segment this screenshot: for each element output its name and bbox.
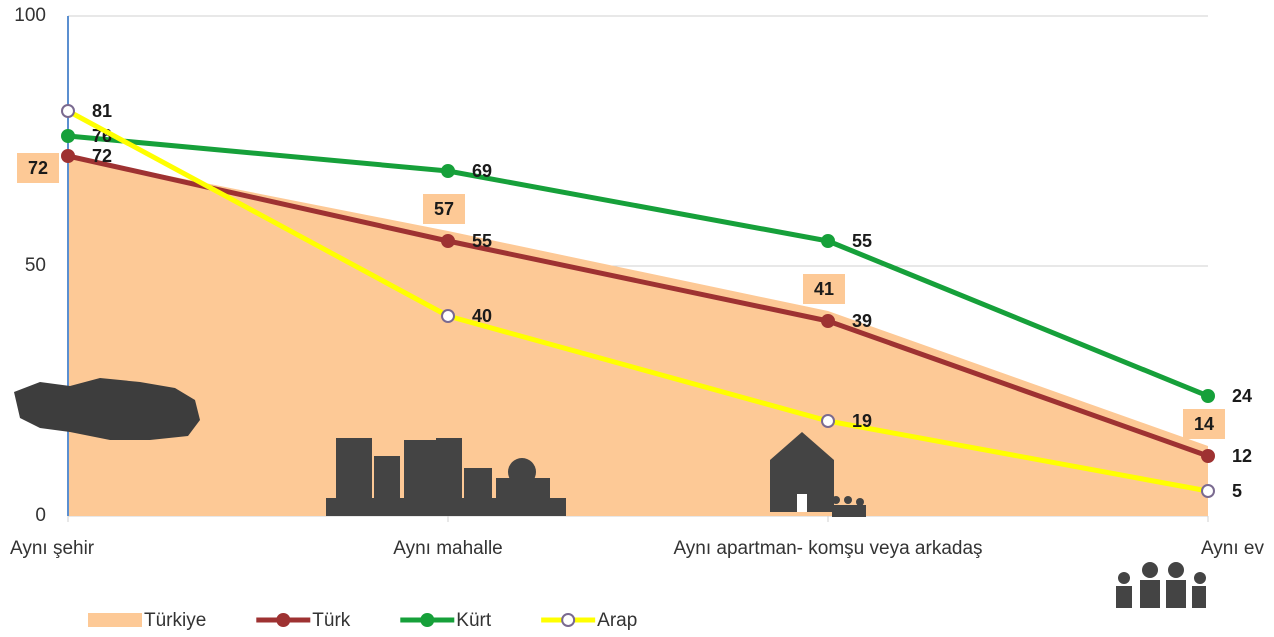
value-label: 24 — [1232, 386, 1252, 406]
area — [68, 156, 1208, 516]
value-label: 19 — [852, 411, 872, 431]
marker — [821, 414, 835, 428]
y-tick-label: 100 — [14, 5, 46, 26]
legend-label: Türk — [312, 610, 351, 631]
x-tick-label: Aynı ev — [1200, 538, 1264, 559]
x-tick-label: Aynı mahalle — [393, 538, 503, 559]
legend-marker — [420, 613, 435, 627]
value-label: 39 — [852, 311, 872, 331]
legend-label: Arap — [597, 610, 637, 631]
marker — [1201, 389, 1215, 403]
marker — [441, 309, 455, 323]
marker — [61, 149, 75, 163]
value-label-box — [17, 153, 59, 183]
value-label-box — [1183, 409, 1225, 439]
value-label-box — [803, 274, 845, 304]
icon-city — [326, 438, 566, 516]
x-tick-label: Aynı apartman- komşu veya arkadaş — [673, 538, 983, 559]
legend-swatch — [88, 613, 142, 627]
value-label: 69 — [472, 161, 492, 181]
line — [67, 133, 1209, 399]
value-label: 72 — [28, 158, 48, 178]
y-tick-label: 50 — [25, 255, 46, 276]
marker — [821, 314, 835, 328]
value-label: 55 — [852, 231, 872, 251]
value-label: 41 — [814, 279, 834, 299]
legend-label: Türkiye — [144, 610, 206, 631]
value-label: 12 — [1232, 446, 1252, 466]
icon-family — [1116, 562, 1206, 608]
icon-apartment — [770, 432, 866, 517]
marker — [1201, 484, 1215, 498]
x-tick-label: Aynı şehir — [10, 538, 95, 559]
line — [66, 108, 1209, 494]
value-label: 57 — [434, 199, 454, 219]
y-tick-label: 0 — [35, 505, 46, 526]
value-label: 40 — [472, 306, 492, 326]
value-label: 55 — [472, 231, 492, 251]
marker — [61, 129, 75, 143]
marker — [61, 104, 75, 118]
line — [67, 153, 1209, 459]
marker — [1201, 449, 1215, 463]
value-label: 72 — [92, 146, 112, 166]
value-label: 14 — [1194, 414, 1214, 434]
value-label-box — [423, 194, 465, 224]
marker — [441, 234, 455, 248]
legend-label: Kürt — [456, 610, 492, 631]
value-label: 81 — [92, 101, 112, 121]
icon-turkey-map — [14, 378, 200, 440]
legend-marker — [561, 613, 576, 627]
legend-marker — [276, 613, 291, 627]
value-label: 5 — [1232, 481, 1242, 501]
marker — [441, 164, 455, 178]
marker — [821, 234, 835, 248]
